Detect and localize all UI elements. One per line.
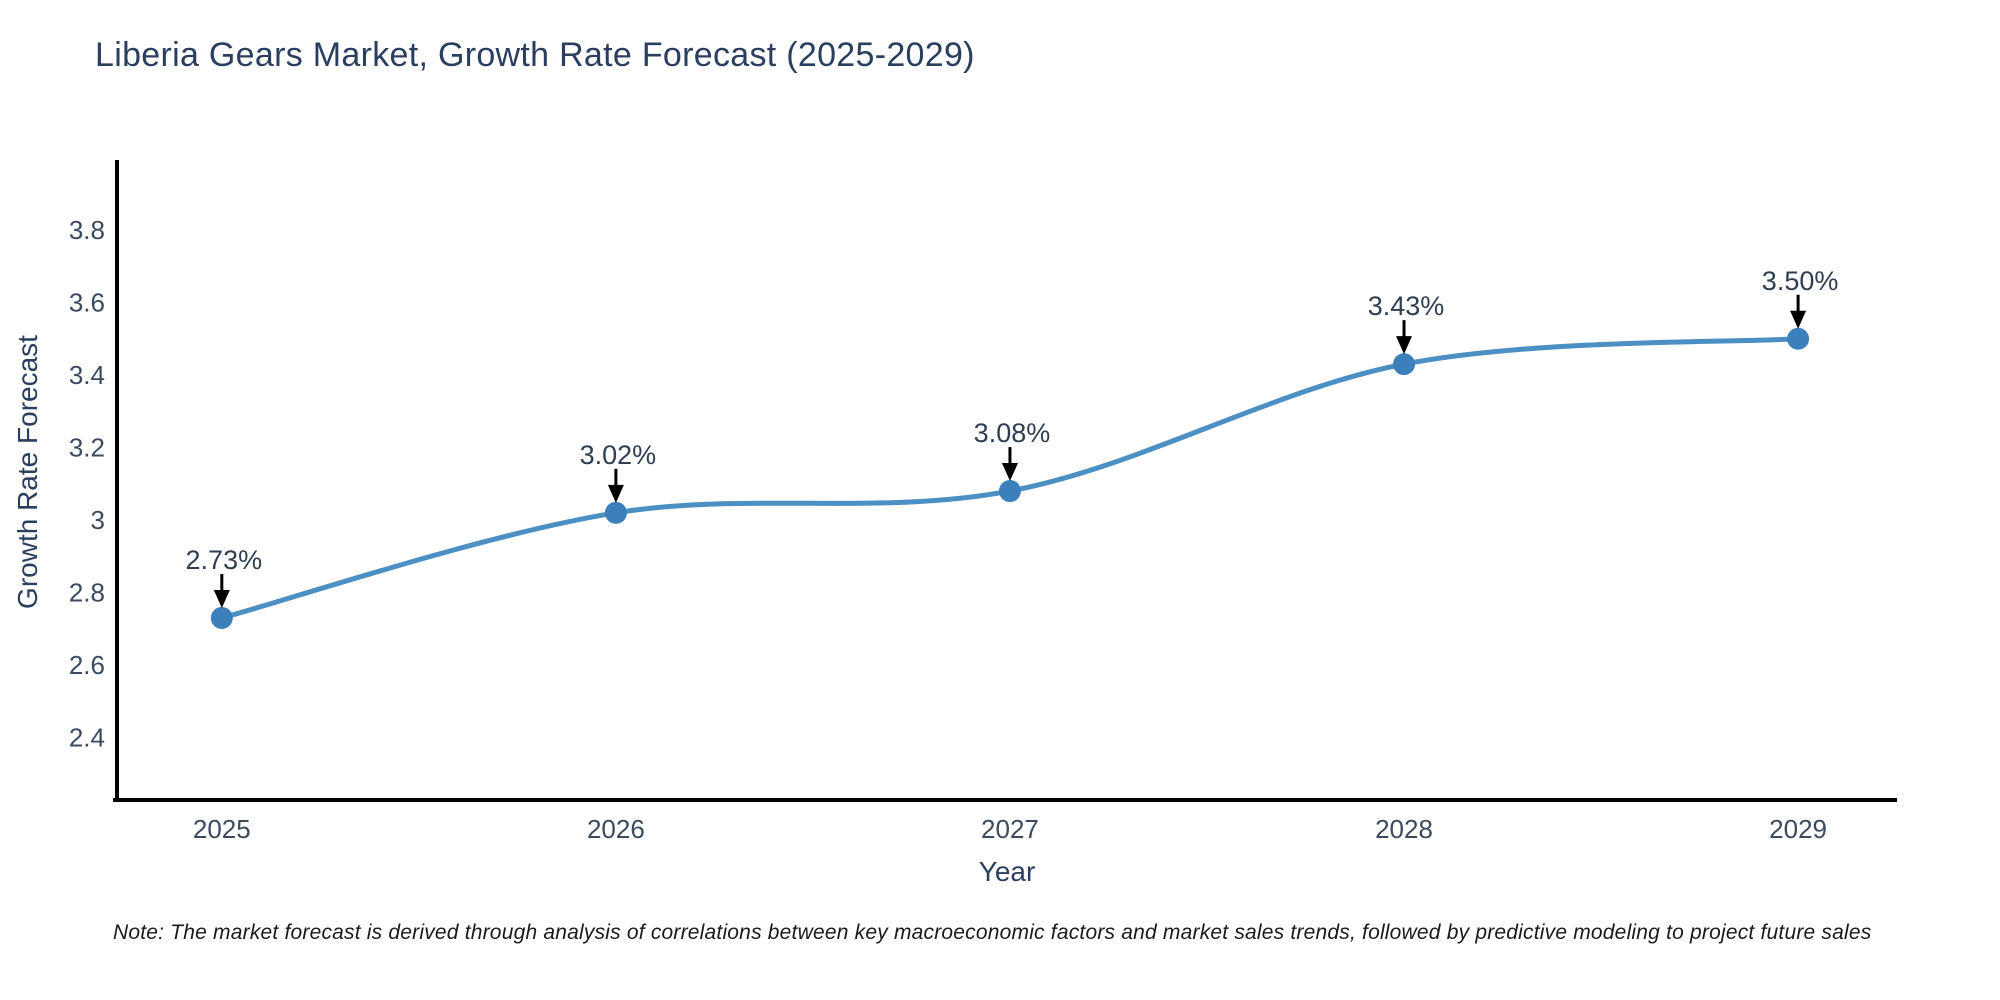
y-tick-label: 3.8 <box>69 215 105 245</box>
x-tick-label: 2026 <box>587 814 645 844</box>
data-point-marker <box>604 501 627 524</box>
annotation-arrowhead <box>213 589 230 608</box>
data-point-marker <box>1787 327 1810 350</box>
data-point-label: 2.73% <box>186 545 263 575</box>
y-tick-label: 3 <box>91 505 105 535</box>
x-tick-label: 2029 <box>1769 814 1827 844</box>
data-point-marker <box>1393 353 1416 376</box>
y-tick-label: 3.4 <box>69 360 105 390</box>
y-tick-label: 2.4 <box>69 723 105 753</box>
footnote: Note: The market forecast is derived thr… <box>113 921 1872 944</box>
data-point-label: 3.02% <box>580 440 657 470</box>
y-tick-label: 3.6 <box>69 288 105 318</box>
data-point-label: 3.50% <box>1762 266 1839 296</box>
y-tick-label: 3.2 <box>69 433 105 463</box>
data-point-marker <box>998 480 1021 503</box>
annotation-arrowhead <box>607 484 624 503</box>
data-point-marker <box>210 606 233 629</box>
annotation-arrowhead <box>1396 336 1413 355</box>
annotation-arrowhead <box>1790 310 1807 329</box>
y-tick-label: 2.6 <box>69 650 105 680</box>
chart-title: Liberia Gears Market, Growth Rate Foreca… <box>95 36 975 74</box>
x-tick-label: 2025 <box>193 814 251 844</box>
annotation-arrowhead <box>1001 463 1018 482</box>
x-tick-label: 2028 <box>1375 814 1433 844</box>
x-axis-title: Year <box>978 856 1036 887</box>
y-tick-label: 2.8 <box>69 578 105 608</box>
data-point-label: 3.43% <box>1368 291 1445 321</box>
x-tick-label: 2027 <box>981 814 1039 844</box>
data-point-label: 3.08% <box>974 418 1051 448</box>
